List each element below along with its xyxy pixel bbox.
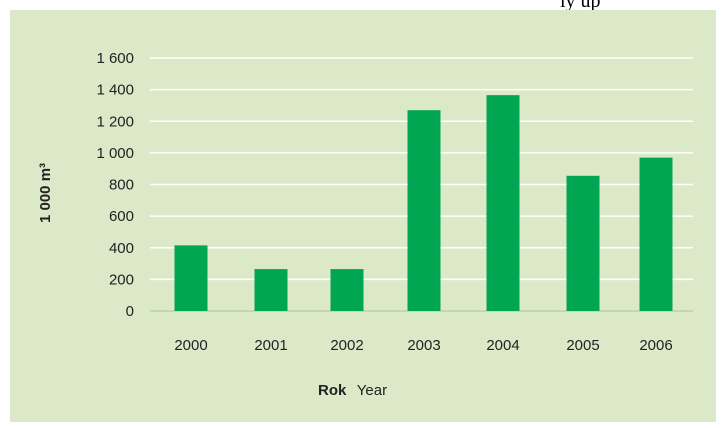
y-axis-label: 1 000 m³ <box>37 163 54 223</box>
y-tick-label: 1 400 <box>96 82 134 99</box>
x-axis-label-bold: Rok <box>318 382 347 399</box>
x-tick-label-2003: 2003 <box>407 337 440 354</box>
y-tick-label: 200 <box>109 271 134 288</box>
x-tick-labels: 2000 2001 2002 2003 2004 2005 2006 <box>174 337 672 354</box>
x-tick-label-2005: 2005 <box>566 337 599 354</box>
bars <box>174 95 673 312</box>
x-axis-label-normal: Year <box>357 382 387 399</box>
bar-2001 <box>254 269 288 311</box>
y-tick-label: 1 000 <box>96 145 134 162</box>
bar-2006 <box>639 157 673 311</box>
y-tick-label: 600 <box>109 208 134 225</box>
bar-2005 <box>566 175 600 311</box>
bar-2002 <box>330 269 364 311</box>
y-tick-label: 800 <box>109 177 134 194</box>
y-tick-label: 1 200 <box>96 113 134 130</box>
cropped-text-fragment: ly up <box>560 0 601 12</box>
y-tick-labels: 0 200 400 600 800 1 000 1 200 1 400 1 600 <box>96 50 134 320</box>
bar-2004 <box>486 95 520 311</box>
bar-2003 <box>407 110 441 312</box>
x-tick-label-2000: 2000 <box>174 337 207 354</box>
x-tick-label-2001: 2001 <box>254 337 287 354</box>
x-tick-label-2006: 2006 <box>639 337 672 354</box>
y-tick-label: 0 <box>126 303 134 320</box>
bar-2000 <box>174 245 208 311</box>
x-axis-label: Rok Year <box>318 382 387 399</box>
x-tick-label-2002: 2002 <box>330 337 363 354</box>
y-tick-label: 400 <box>109 240 134 257</box>
x-tick-label-2004: 2004 <box>486 337 519 354</box>
y-tick-label: 1 600 <box>96 50 134 67</box>
